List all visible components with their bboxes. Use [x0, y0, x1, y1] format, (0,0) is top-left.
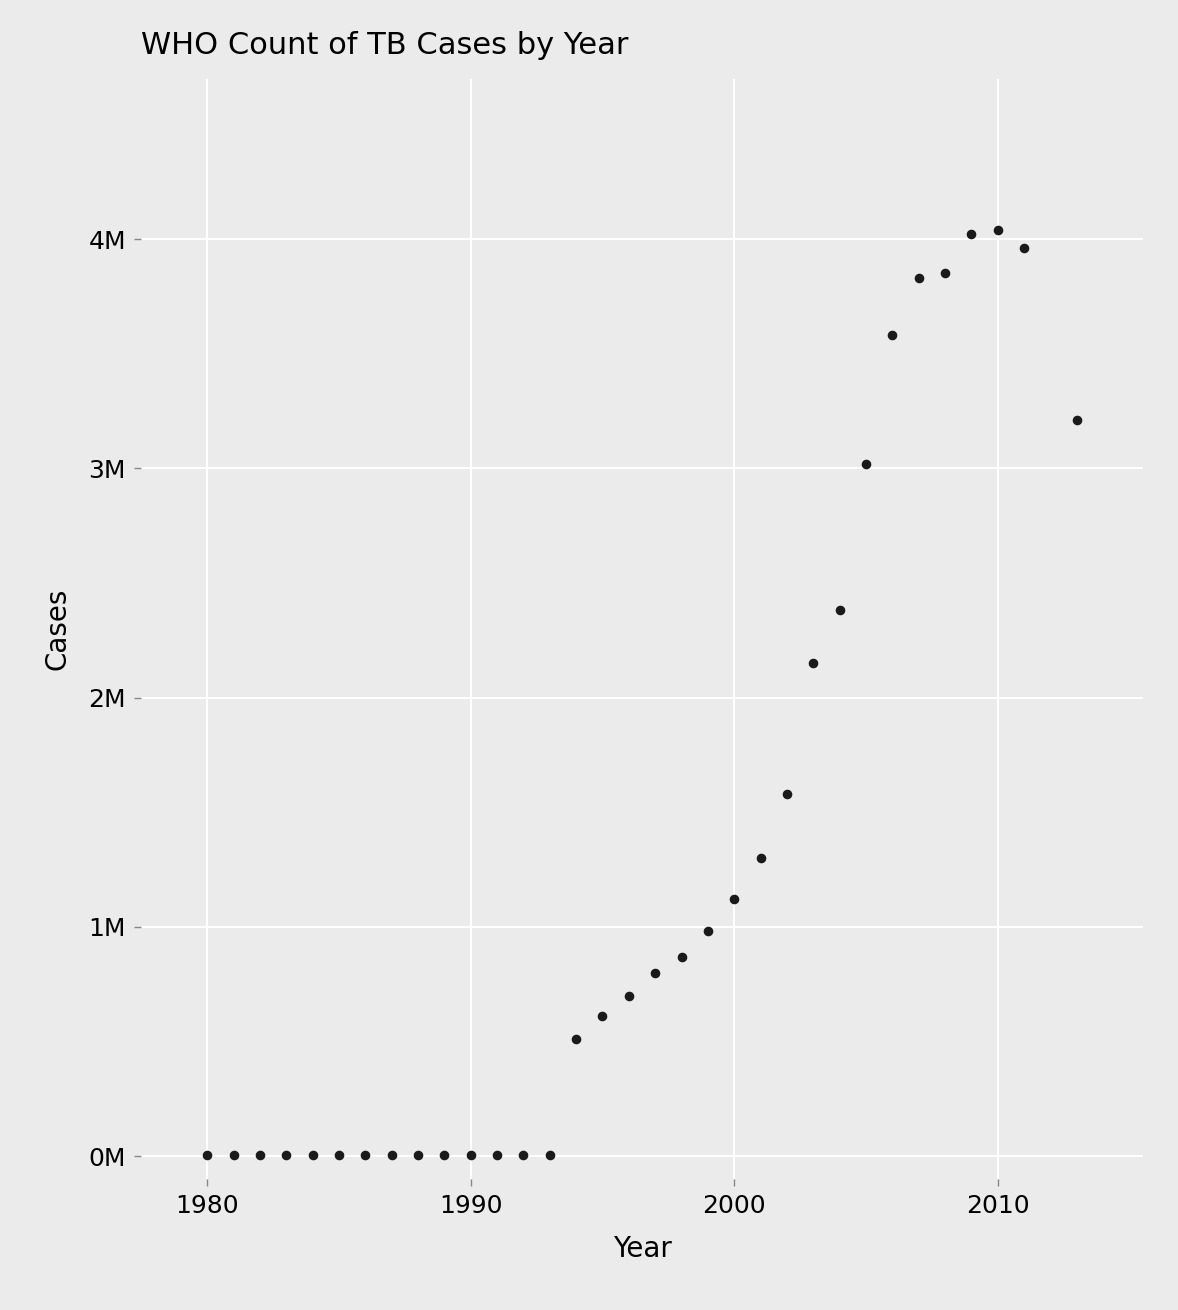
Y-axis label: Cases: Cases — [44, 588, 72, 669]
Text: WHO Count of TB Cases by Year: WHO Count of TB Cases by Year — [141, 30, 629, 59]
Point — [962, 224, 981, 245]
Point — [303, 1145, 322, 1166]
Point — [1067, 410, 1086, 431]
Point — [356, 1145, 375, 1166]
Point — [224, 1145, 243, 1166]
Point — [935, 263, 954, 284]
Point — [752, 848, 770, 869]
Point — [198, 1145, 217, 1166]
Point — [803, 652, 822, 673]
Point — [884, 325, 902, 346]
Point — [988, 220, 1007, 241]
Point — [646, 962, 664, 982]
Point — [409, 1145, 428, 1166]
Point — [251, 1145, 270, 1166]
Point — [673, 946, 691, 967]
X-axis label: Year: Year — [613, 1235, 671, 1263]
Point — [724, 889, 743, 910]
Point — [620, 985, 638, 1006]
Point — [830, 600, 849, 621]
Point — [383, 1145, 402, 1166]
Point — [330, 1145, 349, 1166]
Point — [909, 267, 928, 288]
Point — [488, 1145, 507, 1166]
Point — [462, 1145, 481, 1166]
Point — [435, 1145, 454, 1166]
Point — [856, 453, 875, 474]
Point — [699, 921, 717, 942]
Point — [567, 1028, 585, 1049]
Point — [277, 1145, 296, 1166]
Point — [514, 1145, 532, 1166]
Point — [1014, 238, 1033, 259]
Point — [541, 1145, 560, 1166]
Point — [777, 783, 796, 804]
Point — [593, 1006, 611, 1027]
